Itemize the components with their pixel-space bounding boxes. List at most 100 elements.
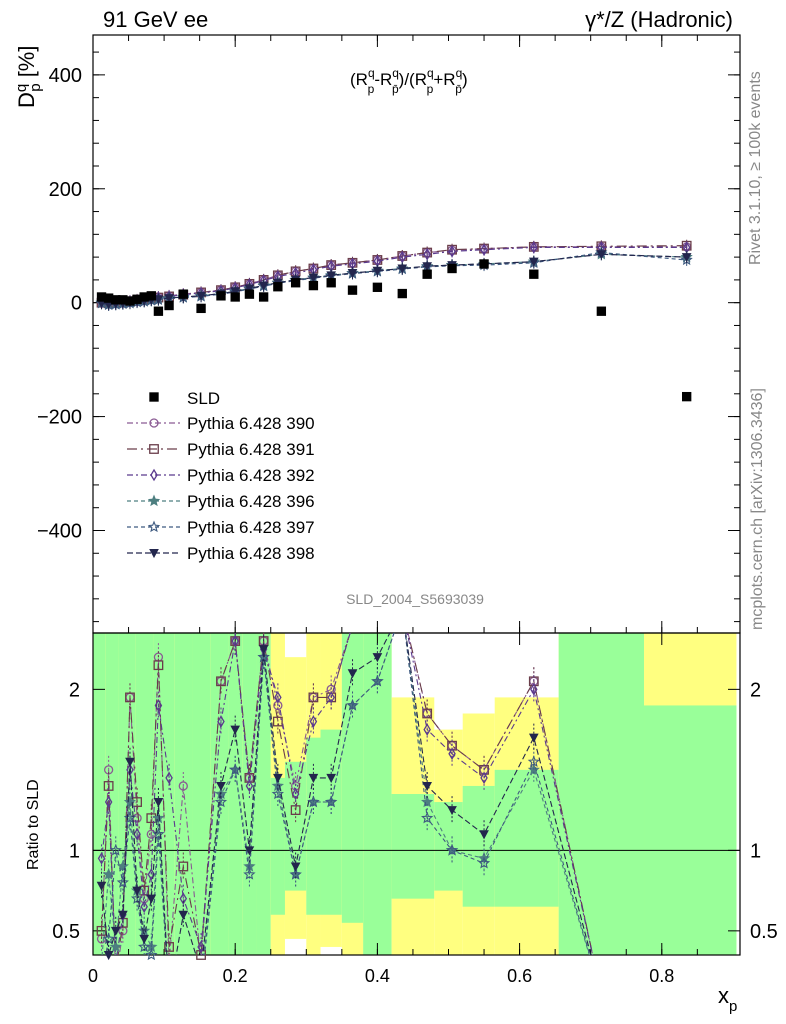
axes: 0 0.2 0.4 0.6 0.8 −400 −200 0 200 400 0.5 0.5 1 1 2 2	[37, 35, 778, 986]
ratio-point	[244, 846, 255, 856]
x-tick-label: 0	[88, 966, 98, 986]
ratio-tick-label-right: 0.5	[750, 921, 778, 943]
ratio-point	[125, 692, 135, 703]
legend-marker	[149, 444, 159, 454]
series-point	[422, 262, 432, 272]
ratio-point	[145, 948, 158, 961]
ratio-series-4	[102, 633, 591, 961]
ratio-point	[230, 725, 241, 735]
sld-data-point	[153, 306, 164, 316]
series-point	[230, 287, 241, 297]
ratio-point	[126, 763, 134, 777]
y-tick-label: 200	[49, 179, 82, 201]
sld-data-point	[273, 282, 283, 292]
rivet-version-label: Rivet 3.1.10, ≥ 100k events	[747, 71, 764, 265]
ratio-line	[100, 633, 594, 955]
ratio-point	[530, 683, 538, 696]
ratio-tick-label: 2	[69, 679, 80, 701]
ratio-point	[372, 653, 383, 663]
series-point	[308, 273, 319, 283]
ratio-point	[116, 876, 129, 888]
green-band-8	[228, 633, 243, 955]
ratio-point	[231, 634, 239, 648]
legend-label: Pythia 6.428 391	[187, 440, 315, 459]
sld-data-point	[132, 294, 142, 304]
ratio-point	[216, 781, 226, 792]
ratio-point	[147, 868, 156, 881]
sld-data-point	[196, 303, 206, 314]
green-band-13	[306, 737, 321, 915]
ratio-point	[447, 806, 457, 816]
legend-marker	[149, 418, 159, 428]
ratio-point	[479, 830, 489, 840]
legend-marker	[147, 494, 161, 507]
ratio-series-layer	[96, 633, 594, 961]
ratio-point	[274, 691, 282, 704]
sld-data-point	[139, 292, 149, 302]
svg-text:Dqp [%]: Dqp [%]	[13, 46, 44, 108]
green-band-10	[256, 633, 271, 955]
ratio-point	[153, 798, 164, 808]
series-point	[528, 257, 539, 267]
ratio-tick-label: 1	[69, 840, 80, 862]
ratio-line	[100, 633, 594, 955]
series-point	[258, 281, 269, 291]
analysis-id-label: SLD_2004_S5693039	[346, 591, 484, 607]
ratio-uncertainty-bands	[93, 633, 737, 955]
ratio-point	[347, 669, 358, 679]
green-band-21	[558, 633, 645, 955]
sld-data-point	[111, 295, 121, 305]
x-tick-label: 0.6	[507, 966, 532, 986]
sld-data-point	[326, 278, 336, 288]
sld-data-point	[216, 291, 226, 301]
ratio-point	[110, 926, 121, 936]
green-band-14	[320, 729, 342, 915]
legend-label: Pythia 6.428 392	[187, 466, 315, 485]
ratio-point	[371, 674, 384, 687]
ratio-point	[109, 844, 122, 856]
sld-data-point	[422, 269, 432, 279]
ratio-tick-label: 0.5	[52, 921, 80, 943]
ratio-point	[123, 811, 137, 824]
series-point	[347, 269, 358, 279]
ratio-point	[327, 691, 335, 704]
sld-data-point	[682, 391, 692, 402]
legend-marker	[147, 520, 161, 533]
y-tick-label: 0	[71, 293, 82, 315]
legend: SLD Pythia 6.428 390 Pythia 6.428 391 Pythi…	[127, 389, 315, 563]
sld-data-point	[164, 300, 174, 311]
series-point	[397, 264, 408, 274]
green-band-22	[644, 705, 737, 955]
ratio-point	[216, 676, 226, 687]
series-point	[448, 245, 456, 258]
ratio-point	[326, 773, 337, 783]
series-point	[372, 266, 383, 276]
legend-marker	[150, 468, 158, 482]
sld-data-point	[479, 259, 489, 269]
ratio-point	[422, 708, 433, 719]
series-point	[164, 294, 174, 304]
ratio-point	[325, 795, 338, 808]
sld-data-point	[244, 289, 255, 299]
sld-data-point	[258, 292, 269, 302]
ratio-point	[103, 951, 114, 961]
sld-data-point	[372, 282, 383, 292]
x-tick-label: 0.8	[649, 966, 674, 986]
ratio-point	[153, 660, 164, 671]
sld-data-point	[230, 292, 240, 302]
sld-data-point	[529, 269, 539, 279]
ratio-point	[165, 771, 173, 785]
ratio-point	[197, 940, 205, 954]
ratio-point	[96, 881, 107, 891]
ratio-point	[245, 779, 254, 793]
legend-label: Pythia 6.428 396	[187, 492, 315, 511]
green-band-20	[494, 769, 559, 907]
series-layer	[95, 239, 693, 402]
green-band-6	[192, 633, 211, 955]
series-point	[153, 295, 164, 305]
ratio-point	[164, 942, 174, 952]
process-label: γ*/Z (Hadronic)	[585, 7, 733, 32]
series-point	[480, 243, 488, 256]
series-point	[596, 250, 607, 260]
